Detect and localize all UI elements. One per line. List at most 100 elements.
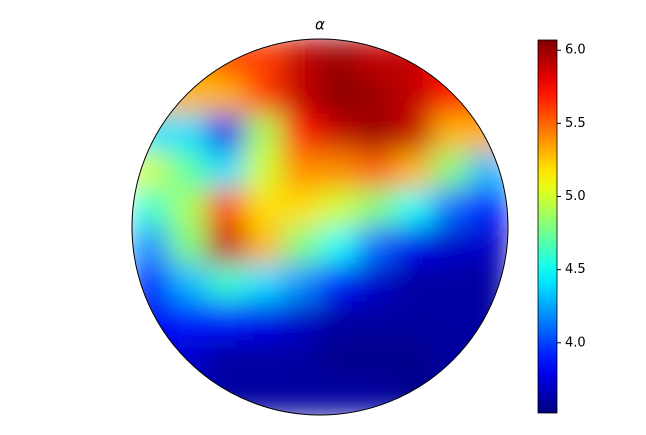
heat-cell — [169, 151, 208, 190]
field-padding — [169, 39, 208, 78]
heat-cell — [319, 188, 359, 228]
heat-cell — [394, 339, 434, 378]
heat-cell — [432, 113, 471, 153]
field — [132, 39, 508, 415]
field-clip — [132, 39, 508, 415]
field-padding — [132, 339, 171, 378]
heat-cell — [357, 76, 396, 115]
heat-cell — [357, 339, 396, 378]
heat-cell — [357, 301, 396, 341]
field-padding — [469, 113, 508, 153]
heat-cell — [281, 264, 321, 303]
heat-cell — [394, 301, 434, 341]
heat-cell — [132, 226, 171, 266]
heat-cell — [394, 188, 434, 228]
field-padding — [206, 376, 246, 415]
heat-cell — [357, 151, 396, 190]
heat-cell — [432, 226, 471, 266]
field-padding — [206, 39, 246, 78]
heat-cell — [281, 301, 321, 341]
heat-cell — [281, 188, 321, 228]
heat-cell — [319, 376, 359, 415]
heat-cell — [169, 76, 208, 115]
disc-outline — [131, 38, 509, 416]
heat-cell — [281, 151, 321, 190]
heat-cell — [394, 113, 434, 153]
heat-cell — [394, 226, 434, 266]
heat-cell — [281, 113, 321, 153]
colorbar-tick-label: 4.5 — [565, 262, 586, 277]
heat-cell — [357, 226, 396, 266]
field-padding — [469, 376, 508, 415]
heat-cell — [394, 264, 434, 303]
field-padding — [469, 39, 508, 78]
field-padding — [469, 339, 508, 378]
heat-cell — [281, 226, 321, 266]
heat-cell — [432, 151, 471, 190]
heat-cell — [432, 76, 471, 115]
heat-cell — [169, 301, 208, 341]
heat-cell — [319, 151, 359, 190]
colorbar — [537, 39, 558, 414]
heat-cell — [244, 339, 283, 378]
heat-cell — [169, 339, 208, 378]
heat-cell — [469, 226, 508, 266]
field-padding — [432, 376, 471, 415]
heat-cell — [206, 188, 246, 228]
heat-cell — [244, 226, 283, 266]
heat-cell — [319, 264, 359, 303]
field-padding — [132, 76, 171, 115]
heat-cell — [281, 376, 321, 415]
chart-title: α — [315, 16, 325, 34]
field-padding — [132, 113, 171, 153]
heat-cell — [432, 264, 471, 303]
heat-cell — [281, 76, 321, 115]
heat-cell — [244, 151, 283, 190]
field-padding — [132, 39, 171, 78]
heat-cell — [206, 226, 246, 266]
field-padding — [469, 76, 508, 115]
heat-cell — [432, 339, 471, 378]
colorbar-tick-label: 4.0 — [565, 335, 586, 350]
heat-cell — [394, 76, 434, 115]
field-padding — [394, 39, 434, 78]
heat-cell — [206, 151, 246, 190]
heat-cell — [319, 76, 359, 115]
colorbar-ticks: 4.0 4.5 5.0 5.5 6.0 — [557, 43, 586, 350]
heat-cell — [244, 76, 283, 115]
heat-cell — [357, 188, 396, 228]
heat-cell — [319, 226, 359, 266]
heat-cell — [169, 113, 208, 153]
heat-cell — [469, 188, 508, 228]
field-padding — [469, 301, 508, 341]
heat-cell — [206, 113, 246, 153]
heat-cell — [394, 151, 434, 190]
colorbar-tick-label: 5.0 — [565, 189, 586, 204]
heat-cell — [319, 113, 359, 153]
field-padding — [394, 376, 434, 415]
heat-cell — [432, 188, 471, 228]
heat-cell — [169, 226, 208, 266]
heat-cell — [169, 188, 208, 228]
heat-cell — [357, 113, 396, 153]
heat-cell — [244, 113, 283, 153]
field-padding — [432, 39, 471, 78]
heat-cell — [432, 301, 471, 341]
heat-cell — [206, 76, 246, 115]
heat-cell — [169, 264, 208, 303]
heat-cell — [132, 301, 171, 341]
heat-cell — [244, 264, 283, 303]
heat-cell — [319, 301, 359, 341]
heat-cell — [132, 188, 171, 228]
colorbar-tick-label: 5.5 — [565, 116, 586, 131]
heat-cell — [206, 264, 246, 303]
field-padding — [132, 376, 171, 415]
heat-cell — [244, 188, 283, 228]
heat-cell — [244, 301, 283, 341]
heat-cell — [281, 39, 321, 78]
heat-cell — [357, 264, 396, 303]
heat-cell — [319, 39, 359, 78]
colorbar-tick-label: 6.0 — [565, 43, 586, 58]
heat-cell — [281, 339, 321, 378]
